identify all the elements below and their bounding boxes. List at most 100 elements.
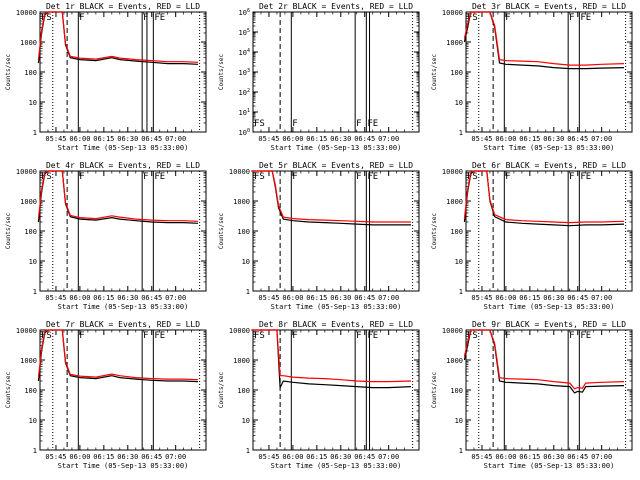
x-tick-label: 06:45 bbox=[567, 294, 588, 302]
y-tick-label: 105 bbox=[239, 28, 250, 37]
y-axis-label: Counts/sec bbox=[218, 213, 225, 250]
x-tick-label: 07:00 bbox=[591, 453, 612, 461]
y-tick-label: 10000 bbox=[16, 327, 37, 335]
y-tick-label: 103 bbox=[239, 68, 250, 77]
y-tick-label: 10000 bbox=[229, 168, 250, 176]
event-marker-label: FE bbox=[367, 331, 378, 341]
x-tick-label: 05:45 bbox=[45, 453, 66, 461]
y-tick-label: 1000 bbox=[233, 198, 250, 206]
series-line-lld bbox=[37, 11, 199, 63]
y-tick-label: 100 bbox=[239, 128, 250, 137]
x-tick-label: 06:30 bbox=[543, 135, 564, 143]
panel-title: Det 5r BLACK = Events, RED = LLD bbox=[259, 161, 413, 170]
panel-det-3: Det 3r BLACK = Events, RED = LLD 1 10 100 10… bbox=[431, 2, 633, 152]
y-tick-label: 10 bbox=[455, 417, 463, 425]
y-tick-label: 10000 bbox=[16, 9, 37, 17]
event-marker-label: FS bbox=[467, 331, 478, 341]
y-tick-label: 10 bbox=[242, 417, 250, 425]
event-marker-label: FS bbox=[467, 172, 478, 182]
x-tick-label: 06:45 bbox=[354, 135, 375, 143]
panel-det-9: Det 9r BLACK = Events, RED = LLD 1 10 100 10… bbox=[431, 320, 633, 470]
y-tick-label: 10 bbox=[29, 99, 37, 107]
event-marker-label: FS bbox=[41, 172, 52, 182]
y-tick-label: 1 bbox=[246, 288, 250, 296]
event-marker-label: F bbox=[79, 172, 84, 182]
event-marker-label: F bbox=[143, 331, 148, 341]
x-tick-label: 06:45 bbox=[354, 294, 375, 302]
series-line-lld bbox=[251, 329, 412, 383]
y-axis-label: Counts/sec bbox=[5, 213, 12, 250]
x-tick-label: 06:00 bbox=[495, 453, 516, 461]
y-axis-label: Counts/sec bbox=[431, 54, 438, 91]
y-axis-label: Counts/sec bbox=[431, 213, 438, 250]
x-tick-label: 05:45 bbox=[471, 135, 492, 143]
series-line-lld bbox=[463, 11, 625, 66]
event-marker-label: FE bbox=[154, 331, 165, 341]
y-axis-label: Counts/sec bbox=[218, 372, 225, 409]
x-tick-label: 06:15 bbox=[519, 294, 540, 302]
y-tick-label: 1000 bbox=[20, 357, 37, 365]
x-tick-label: 06:15 bbox=[306, 294, 327, 302]
x-tick-label: 06:30 bbox=[543, 294, 564, 302]
x-tick-label: 06:45 bbox=[567, 135, 588, 143]
x-axis-label: Start Time (05-Sep-13 05:33:00) bbox=[484, 144, 615, 152]
x-tick-label: 07:00 bbox=[378, 135, 399, 143]
event-marker-label: FE bbox=[154, 13, 165, 23]
x-tick-label: 06:00 bbox=[495, 294, 516, 302]
x-tick-label: 06:15 bbox=[93, 294, 114, 302]
event-marker-label: F bbox=[292, 119, 297, 129]
panel-title: Det 6r BLACK = Events, RED = LLD bbox=[472, 161, 626, 170]
y-tick-label: 106 bbox=[239, 8, 250, 17]
event-marker-label: F bbox=[505, 13, 510, 23]
event-marker-label: FS bbox=[254, 119, 265, 129]
event-marker-label: FE bbox=[580, 331, 591, 341]
event-marker-label: FE bbox=[367, 119, 378, 129]
y-tick-label: 100 bbox=[450, 228, 463, 236]
event-marker-label: F bbox=[292, 172, 297, 182]
x-tick-label: 06:00 bbox=[495, 135, 516, 143]
x-axis-label: Start Time (05-Sep-13 05:33:00) bbox=[58, 303, 189, 311]
panel-title: Det 1r BLACK = Events, RED = LLD bbox=[46, 2, 200, 11]
series-line-lld bbox=[37, 170, 199, 222]
event-marker-label: FE bbox=[367, 172, 378, 182]
y-tick-label: 1 bbox=[459, 129, 463, 137]
y-axis-label: Counts/sec bbox=[5, 54, 12, 91]
x-tick-label: 06:30 bbox=[117, 453, 138, 461]
event-marker-label: F bbox=[356, 172, 361, 182]
panel-title: Det 9r BLACK = Events, RED = LLD bbox=[472, 320, 626, 329]
y-tick-label: 1 bbox=[459, 447, 463, 455]
y-tick-label: 1000 bbox=[20, 39, 37, 47]
panel-det-5: Det 5r BLACK = Events, RED = LLD 1 10 100 10… bbox=[218, 161, 420, 311]
y-tick-label: 10000 bbox=[229, 327, 250, 335]
series-line-lld bbox=[251, 170, 411, 223]
x-tick-label: 05:45 bbox=[45, 294, 66, 302]
event-marker-label: F bbox=[356, 119, 361, 129]
event-marker-label: F bbox=[505, 331, 510, 341]
panel-det-1: Det 1r BLACK = Events, RED = LLD 1 10 100 10… bbox=[5, 2, 207, 152]
x-tick-label: 06:00 bbox=[282, 294, 303, 302]
event-marker-label: FE bbox=[580, 172, 591, 182]
event-marker-label: FS bbox=[254, 172, 265, 182]
y-tick-label: 100 bbox=[24, 69, 37, 77]
series-line-events bbox=[463, 170, 625, 227]
x-axis-label: Start Time (05-Sep-13 05:33:00) bbox=[271, 462, 402, 470]
event-marker-label: FS bbox=[41, 331, 52, 341]
y-tick-label: 1000 bbox=[446, 39, 463, 47]
x-tick-label: 06:15 bbox=[306, 135, 327, 143]
x-tick-label: 06:30 bbox=[330, 453, 351, 461]
series-line-lld bbox=[463, 329, 625, 390]
panel-title: Det 3r BLACK = Events, RED = LLD bbox=[472, 2, 626, 11]
x-tick-label: 05:45 bbox=[471, 294, 492, 302]
y-tick-label: 100 bbox=[237, 387, 250, 395]
x-tick-label: 06:30 bbox=[330, 135, 351, 143]
x-tick-label: 05:45 bbox=[258, 294, 279, 302]
x-axis-label: Start Time (05-Sep-13 05:33:00) bbox=[58, 144, 189, 152]
x-tick-label: 07:00 bbox=[591, 135, 612, 143]
y-tick-label: 10 bbox=[242, 258, 250, 266]
y-tick-label: 100 bbox=[450, 69, 463, 77]
y-tick-label: 10000 bbox=[16, 168, 37, 176]
event-marker-label: FS bbox=[467, 13, 478, 23]
y-axis-label: Counts/sec bbox=[5, 372, 12, 409]
